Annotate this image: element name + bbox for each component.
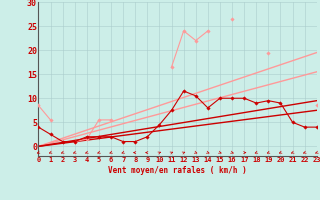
X-axis label: Vent moyen/en rafales ( km/h ): Vent moyen/en rafales ( km/h ): [108, 166, 247, 175]
